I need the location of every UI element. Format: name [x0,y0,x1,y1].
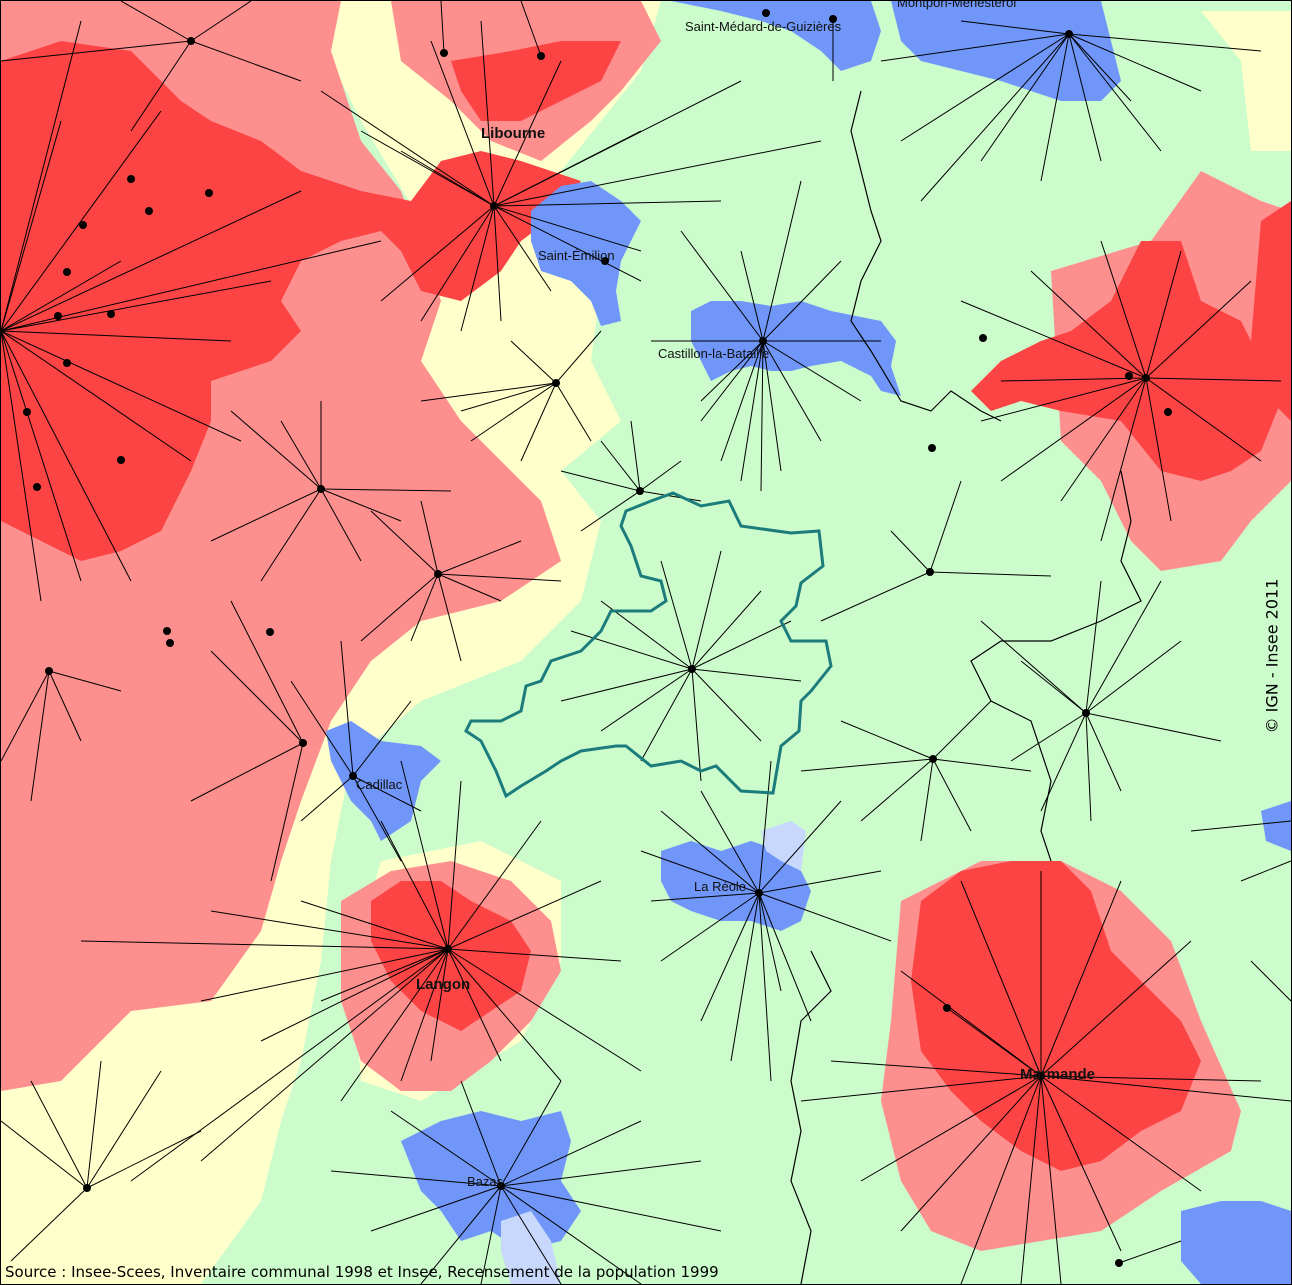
label-castillon: Castillon-la-Bataille [658,346,769,361]
links-libourne [320,20,822,332]
label-bazas: Bazas [467,1174,504,1189]
links-hub-302-742 [190,600,304,882]
label-saint-emilion: Saint-Émilion [538,248,615,263]
area-boundaries [790,90,1142,1284]
links-hub-639-490 [560,420,702,532]
links-hub-932-758 [800,700,1032,842]
label-cadillac: Cadillac [356,777,403,792]
links-castillon [651,180,881,492]
zone-light-blue [501,821,806,1284]
links-hub-86-1187 [1,1060,202,1262]
label-libourne: Libourne [481,125,545,142]
label-saint-medard: Saint-Médard-de-Guizières [685,19,842,34]
label-langon: Langon [416,976,470,993]
links-top [1,1,834,132]
label-la-reole: La Réole [694,879,746,894]
copyright-note: © IGN - Insee 2011 [1262,578,1282,734]
source-note: Source : Insee-Scees, Inventaire communa… [5,1263,719,1281]
links-centre-hub [560,550,802,782]
links-hub-929-571 [820,480,1052,622]
place-labels: Saint-Médard-de-Guizières Montpon-Ménest… [356,1,1095,1189]
links-hub-320-488 [210,401,452,582]
links-cadillac [290,640,422,862]
links-hub-437-573 [360,500,562,662]
links-marmande [800,871,1291,1284]
links-east-hub [960,240,1282,542]
links-montpon [880,20,1262,202]
links-la-reole [640,760,892,1082]
links-bazas [330,1080,722,1284]
label-montpon: Montpon-Ménestérol [897,1,1016,10]
label-marmande: Marmande [1020,1066,1095,1083]
links-east-edge [1118,820,1291,1264]
links-hub-48-670 [1,670,122,802]
links-langon [80,760,642,1182]
place-points [23,9,1172,1267]
links-hub-1085-712 [980,580,1222,822]
links-west-hub [1,20,382,602]
highlighted-commune-outline[interactable] [464,491,833,799]
links-hub-555-382 [420,330,602,462]
